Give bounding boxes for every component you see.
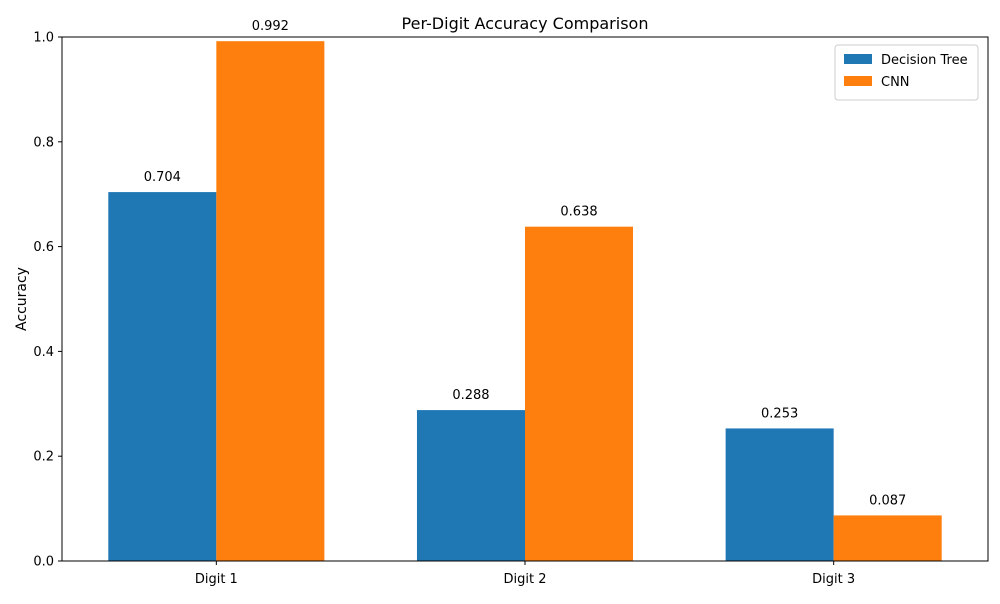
x-axis: Digit 1 Digit 2 Digit 3 — [195, 561, 855, 587]
y-tick-label: 1.0 — [33, 31, 54, 46]
y-tick-label: 0.4 — [33, 345, 54, 360]
legend: Decision Tree CNN — [834, 44, 979, 101]
y-tick-label: 0.8 — [33, 135, 54, 150]
data-label: 0.638 — [560, 205, 597, 220]
value-labels-layer: 0.704 0.288 0.253 0.992 0.638 0.087 — [144, 19, 907, 508]
y-axis: 0.0 0.2 0.4 0.6 0.8 1.0 — [33, 31, 62, 570]
y-tick-label: 0.2 — [33, 450, 54, 465]
chart-title: Per-Digit Accuracy Comparison — [402, 14, 649, 33]
x-tick-label: Digit 1 — [195, 572, 238, 587]
legend-swatch-decision-tree — [844, 54, 872, 64]
bar-cnn-digit-2 — [525, 226, 634, 561]
y-axis-label: Accuracy — [14, 267, 30, 331]
data-label: 0.087 — [869, 493, 906, 508]
data-label: 0.704 — [144, 170, 181, 185]
data-label: 0.253 — [761, 406, 798, 421]
data-label: 0.288 — [452, 388, 489, 403]
bar-decision-tree-digit-3 — [725, 428, 834, 561]
y-tick-label: 0.0 — [33, 555, 54, 570]
bar-decision-tree-digit-2 — [416, 410, 525, 561]
bar-cnn-digit-1 — [216, 41, 325, 561]
x-tick-label: Digit 2 — [504, 572, 547, 587]
bars-layer — [108, 41, 942, 561]
bar-cnn-digit-3 — [833, 515, 942, 561]
bar-decision-tree-digit-1 — [108, 192, 217, 561]
legend-label: CNN — [881, 75, 910, 90]
y-tick-label: 0.6 — [33, 240, 54, 255]
x-tick-label: Digit 3 — [812, 572, 855, 587]
legend-label: Decision Tree — [881, 53, 968, 68]
legend-swatch-cnn — [844, 76, 872, 86]
data-label: 0.992 — [252, 19, 289, 34]
